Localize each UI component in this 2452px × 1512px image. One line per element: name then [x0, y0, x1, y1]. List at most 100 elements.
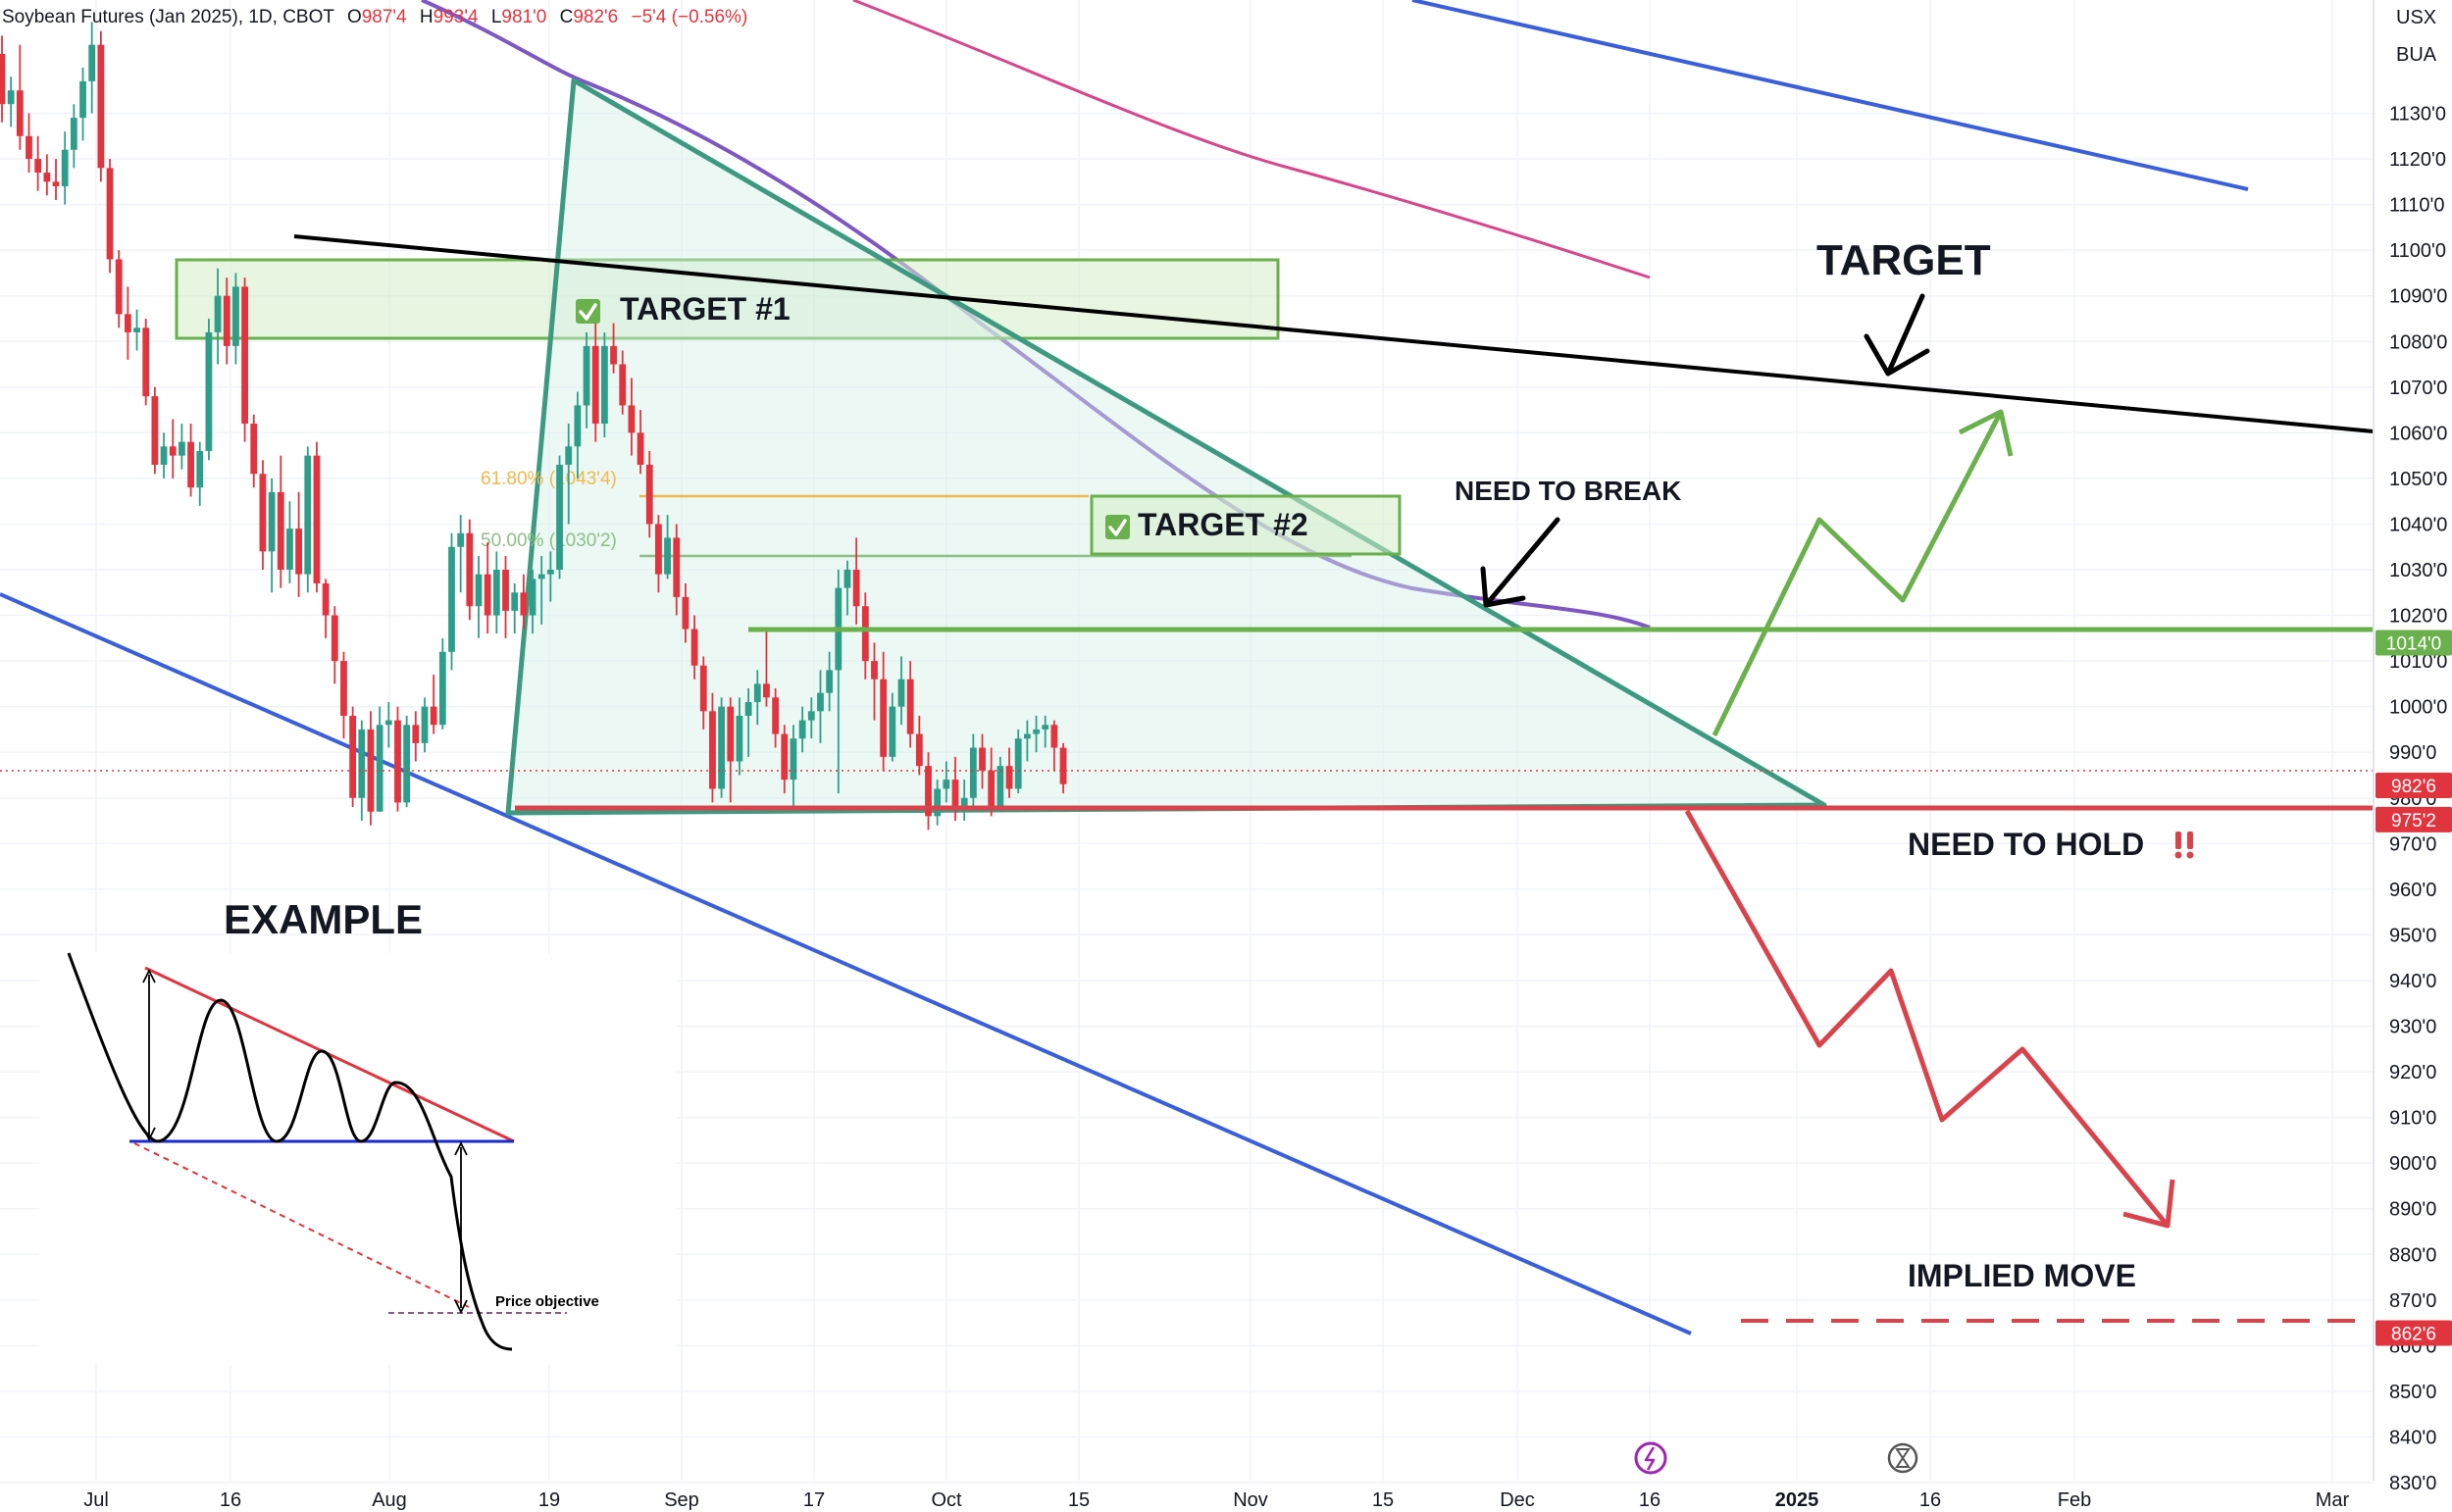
resistance-trendline[interactable]	[293, 234, 2375, 433]
candle-body	[187, 441, 194, 488]
price-tick-label: 1060'0	[2389, 423, 2447, 444]
candle-body	[133, 328, 140, 332]
candle-body	[744, 701, 752, 716]
price-tick-label: 1120'0	[2389, 149, 2446, 171]
price-tick-label: 870'0	[2389, 1290, 2436, 1312]
candle-body	[97, 44, 105, 169]
candle-body	[179, 441, 185, 456]
candle-body	[43, 173, 51, 182]
candle-body	[600, 345, 608, 425]
time-tick-label: 16	[220, 1489, 241, 1511]
price-tick-label: 1110'0	[2389, 195, 2444, 217]
target-2-label: TARGET #2	[1138, 507, 1308, 542]
price-tag-bg	[2375, 806, 2452, 832]
candle-body	[1042, 725, 1049, 730]
price-tick-label: 920'0	[2389, 1062, 2436, 1084]
need-to-hold-label: NEED TO HOLD	[1908, 827, 2144, 862]
candle-body	[457, 532, 465, 547]
price-tick-label: 910'0	[2389, 1108, 2436, 1130]
price-tick-label: 1000'0	[2389, 697, 2447, 719]
price-tick-label: 1020'0	[2389, 606, 2447, 628]
candle-body	[349, 715, 357, 798]
candle-body	[619, 364, 627, 406]
double-exclamation-icon	[2174, 832, 2194, 859]
target-2-zone[interactable]	[1090, 494, 1402, 556]
candle-body	[871, 661, 878, 680]
candle-body	[546, 570, 554, 575]
candle-body	[1023, 733, 1031, 739]
unit-label[interactable]: BUA	[2396, 44, 2437, 66]
candle-body	[951, 780, 959, 808]
candle-body	[26, 135, 32, 160]
hourglass-icon[interactable]	[1887, 1442, 1918, 1474]
candle-body	[718, 706, 725, 789]
candle-body	[645, 464, 653, 525]
target-1-check-icon	[579, 303, 597, 321]
candle-body	[438, 651, 446, 726]
candlestick-series	[0, 22, 1067, 831]
time-tick-label: 15	[1372, 1489, 1394, 1511]
candle-body	[699, 665, 707, 712]
time-tick-label: 16	[1919, 1489, 1941, 1511]
candle-body	[250, 424, 258, 475]
candle-body	[880, 679, 888, 757]
candle-body	[124, 314, 131, 332]
fib-618-label: 61.80% (1043'4)	[481, 469, 617, 489]
price-tag-bg	[2375, 772, 2452, 798]
candle-body	[232, 286, 239, 346]
candle-body	[843, 570, 851, 588]
candle-body	[196, 450, 204, 488]
candle-body	[1050, 725, 1058, 748]
candle-body	[727, 706, 735, 762]
time-scale[interactable]: Jul 16 Aug 19 Sep 17 Oct 15 Nov 15 Dec 16 2025 16 Feb M…	[83, 1489, 2349, 1511]
candle-body	[583, 345, 590, 406]
time-tick-label: 2025	[1775, 1489, 1819, 1511]
candle-body	[502, 570, 509, 611]
channel-upper-line[interactable]	[1411, 0, 2249, 191]
candle-body	[169, 446, 177, 456]
candle-body	[861, 606, 869, 662]
bearish-projection-path	[1684, 809, 2170, 1228]
price-tick-label: 900'0	[2389, 1153, 2436, 1175]
candle-body	[466, 532, 474, 607]
candle-body	[304, 455, 312, 575]
candle-body	[376, 725, 383, 812]
candle-body	[430, 706, 437, 726]
candle-body	[664, 537, 671, 575]
candle-body	[610, 345, 617, 365]
example-pattern-inset	[39, 952, 677, 1365]
currency-label[interactable]: USX	[2396, 7, 2436, 28]
time-tick-label: Dec	[1500, 1489, 1535, 1511]
candle-body	[70, 118, 77, 150]
candle-body	[826, 670, 834, 693]
time-tick-label: 15	[1068, 1489, 1090, 1511]
target-arrow	[1864, 293, 1930, 377]
time-tick-label: 16	[1639, 1489, 1660, 1511]
lightning-icon[interactable]	[1634, 1441, 1667, 1475]
price-scale[interactable]: 830'0840'0850'0860'0870'0880'0890'0900'0…	[2389, 104, 2447, 1495]
candle-body	[915, 733, 923, 767]
target-2-check-icon	[1108, 519, 1127, 536]
candle-body	[268, 491, 276, 552]
candle-body	[34, 159, 42, 174]
candle-body	[214, 295, 222, 332]
candle-body	[709, 711, 716, 789]
channel-lower-line[interactable]	[0, 592, 1692, 1336]
price-tick-label: 830'0	[2389, 1473, 2436, 1494]
candle-body	[0, 53, 6, 105]
candle-body	[763, 683, 770, 698]
candle-body	[906, 679, 914, 734]
candle-body	[16, 90, 24, 136]
candle-body	[1005, 766, 1013, 789]
candle-body	[520, 592, 528, 616]
candle-body	[988, 770, 996, 808]
candle-body	[223, 295, 230, 346]
target-1-zone[interactable]	[175, 258, 1280, 340]
price-tick-label: 930'0	[2389, 1017, 2436, 1038]
candle-body	[492, 570, 500, 616]
price-tick-label: 840'0	[2389, 1427, 2436, 1448]
candle-body	[772, 697, 780, 734]
candle-body	[655, 524, 662, 575]
candle-body	[367, 729, 375, 812]
